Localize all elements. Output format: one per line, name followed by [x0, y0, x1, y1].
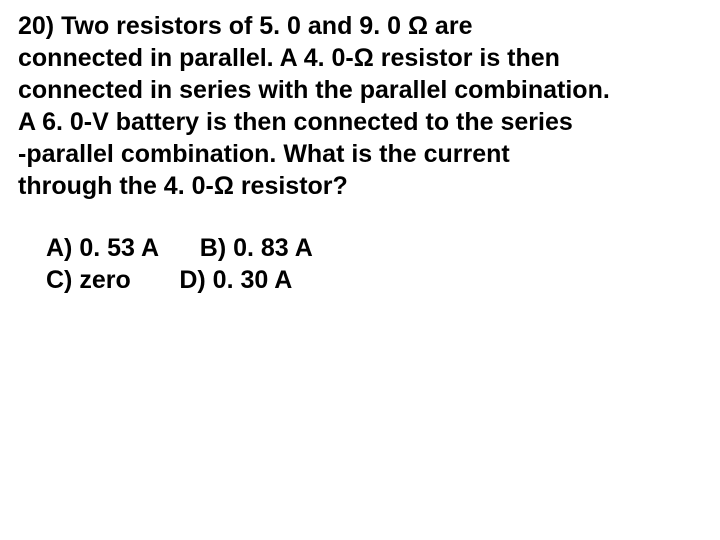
question-line-1: 20) Two resistors of 5. 0 and 9. 0 Ω are	[18, 12, 472, 40]
question-text: 20) Two resistors of 5. 0 and 9. 0 Ω are…	[18, 10, 702, 202]
answer-block: A) 0. 53 A B) 0. 83 A C) zero D) 0. 30 A	[18, 232, 702, 296]
answer-gap-1	[158, 234, 200, 262]
slide: 20) Two resistors of 5. 0 and 9. 0 Ω are…	[0, 0, 720, 540]
question-line-2: connected in parallel. A 4. 0-Ω resistor…	[18, 44, 560, 72]
answer-row-2: C) zero D) 0. 30 A	[46, 264, 702, 296]
answer-d: D) 0. 30 A	[179, 266, 292, 294]
answer-row-1: A) 0. 53 A B) 0. 83 A	[46, 232, 702, 264]
answer-gap-2	[131, 266, 180, 294]
answer-a: A) 0. 53 A	[46, 234, 158, 262]
question-line-5: -parallel combination. What is the curre…	[18, 140, 510, 168]
answer-b: B) 0. 83 A	[200, 234, 313, 262]
answer-c: C) zero	[46, 266, 131, 294]
question-line-3: connected in series with the parallel co…	[18, 76, 610, 104]
question-line-6: through the 4. 0-Ω resistor?	[18, 172, 348, 200]
question-line-4: A 6. 0-V battery is then connected to th…	[18, 108, 573, 136]
